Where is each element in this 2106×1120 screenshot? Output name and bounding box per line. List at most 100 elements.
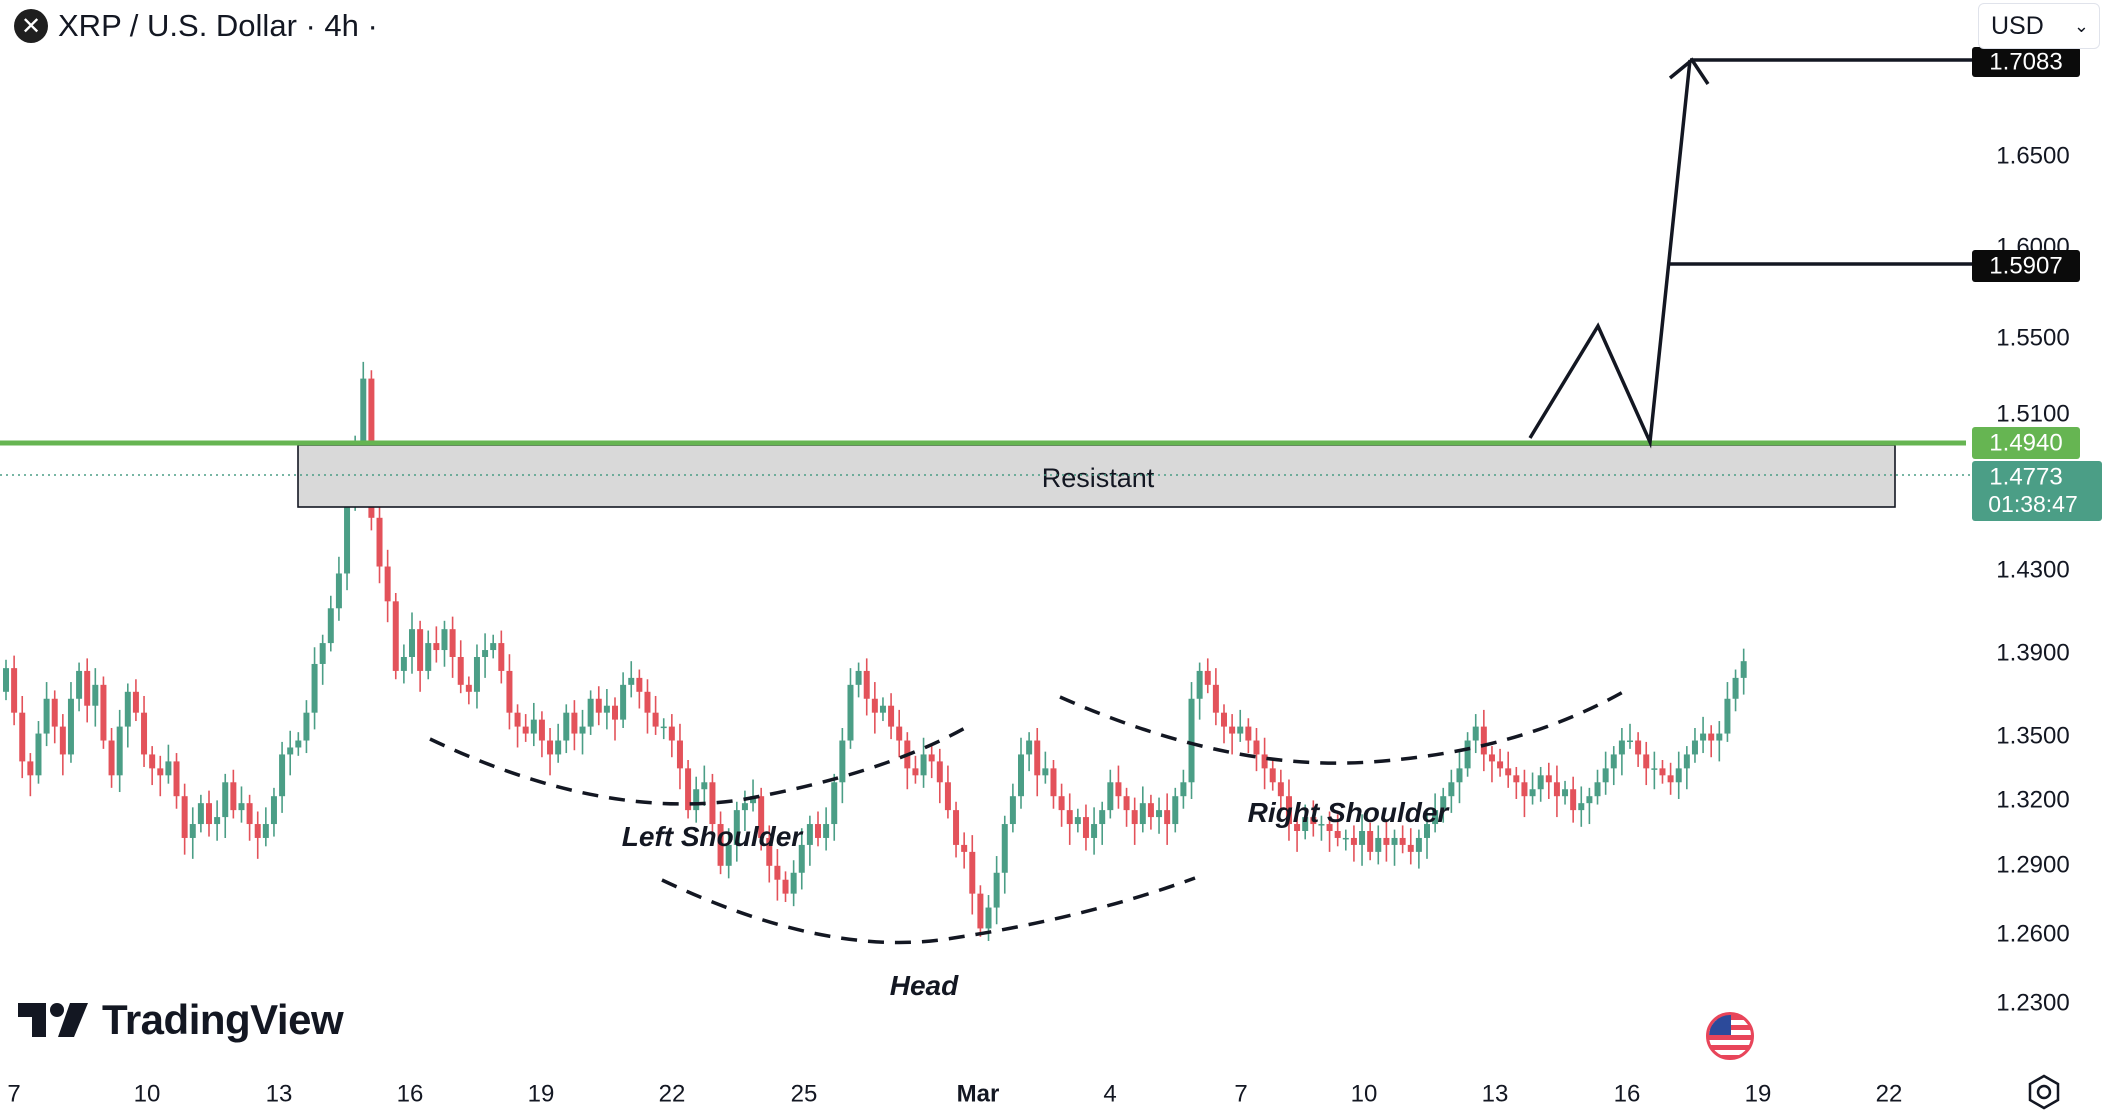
candle-body [116, 726, 123, 776]
candle-body [1724, 698, 1731, 734]
candle-body [912, 768, 919, 776]
candle-body [1285, 796, 1292, 825]
candle-body [173, 761, 180, 797]
candle-body [108, 740, 115, 776]
candle-body [839, 740, 846, 783]
candle-body [620, 684, 627, 720]
candle-body [295, 740, 302, 748]
x-axis: 7 10 13 16 19 22 25 Mar 4 7 10 13 16 19 22 [7, 1080, 1902, 1107]
y-axis: 1.65001.60001.55001.51001.43001.39001.35… [1972, 47, 2102, 1016]
candle-body [993, 872, 1000, 908]
candle-body [1700, 733, 1707, 741]
projection-path [1528, 59, 1692, 449]
candle-body [1586, 796, 1593, 804]
candle-body [961, 844, 968, 852]
candle-body [238, 803, 245, 811]
candle-body [327, 608, 334, 644]
candle-body [67, 698, 74, 755]
candle-body [246, 803, 253, 825]
candle-body [498, 643, 505, 671]
tradingview-logo-icon [18, 1003, 88, 1037]
x-tick-label: Mar [957, 1080, 1000, 1107]
y-tick-label: 1.2300 [1996, 989, 2069, 1016]
candle-body [1034, 740, 1041, 776]
symbol-title: XRP / U.S. Dollar · 4h · [58, 8, 378, 43]
x-tick-label: 10 [1351, 1080, 1378, 1107]
candle-body [1050, 768, 1057, 797]
candle-body [879, 705, 886, 713]
candle-body [392, 601, 399, 671]
candle-body [1367, 831, 1374, 852]
candle-body [433, 643, 440, 651]
candle-body [1115, 782, 1122, 797]
candle-body [953, 810, 960, 845]
candle-body [1091, 824, 1098, 838]
candle-body [1294, 824, 1301, 831]
candle-body [725, 844, 732, 866]
candle-body [1237, 726, 1244, 734]
candle-body [1505, 768, 1512, 776]
chevron-down-icon: ⌄ [2073, 15, 2089, 36]
currency-select[interactable]: USD ⌄ [1978, 3, 2100, 49]
candle-body [1399, 837, 1406, 845]
candle-body [595, 698, 602, 713]
candle-body [660, 726, 667, 729]
candle-body [1464, 740, 1471, 769]
candle-body [1383, 837, 1390, 845]
tradingview-logo[interactable]: TradingView [18, 996, 344, 1044]
candle-body [1627, 740, 1633, 743]
candle-body [758, 796, 765, 838]
candle-body [1667, 775, 1674, 783]
y-tick-label: 1.3500 [1996, 722, 2069, 749]
candle-body [774, 865, 781, 880]
candle-body [571, 712, 578, 734]
candle-body [1082, 817, 1089, 838]
x-tick-label: 13 [1482, 1080, 1509, 1107]
x-tick-label: 16 [1614, 1080, 1641, 1107]
candle-body [530, 719, 537, 734]
right-shoulder-label: Right Shoulder [1248, 797, 1451, 828]
gear-icon[interactable] [2024, 1072, 2064, 1112]
candle-body [920, 754, 927, 776]
candle-body [222, 782, 229, 818]
x-tick-label: 4 [1103, 1080, 1116, 1107]
candle-body [344, 489, 351, 574]
target-1-price-label-bg [1972, 250, 2080, 282]
candle-body [1042, 768, 1049, 776]
candle-body [977, 893, 984, 929]
candle-body [815, 824, 821, 838]
candle-body [1172, 796, 1179, 825]
candle-body [1513, 775, 1520, 783]
candle-body [197, 803, 204, 825]
head-label: Head [890, 970, 959, 1001]
candle-body [555, 740, 562, 755]
candle-body [936, 761, 943, 783]
candle-body [717, 824, 724, 866]
y-tick-label: 1.4300 [1996, 556, 2069, 583]
candle-body [1180, 782, 1187, 797]
candle-body [1643, 754, 1650, 769]
candle-body [1562, 789, 1569, 797]
candle-body [270, 796, 277, 825]
target-1-price-label-text: 1.5907 [1989, 252, 2062, 279]
target-2-price-label-text: 1.7083 [1989, 48, 2062, 75]
candle-body [1610, 754, 1617, 769]
candle-body [189, 824, 196, 838]
candle-body [1221, 712, 1227, 727]
candle-body [1253, 740, 1260, 755]
candle-body [3, 668, 9, 692]
x-tick-label: 22 [659, 1080, 686, 1107]
candle-body [798, 844, 805, 873]
us-flag-icon[interactable] [1706, 1012, 1754, 1060]
candlestick-series [3, 361, 1747, 941]
candle-body [473, 657, 480, 692]
candle-body [425, 643, 432, 671]
candle-body [1675, 768, 1682, 783]
candle-body [514, 712, 521, 727]
candle-body [376, 517, 383, 567]
candle-body [1407, 844, 1414, 852]
candle-body [806, 824, 813, 845]
candle-body [35, 733, 42, 776]
